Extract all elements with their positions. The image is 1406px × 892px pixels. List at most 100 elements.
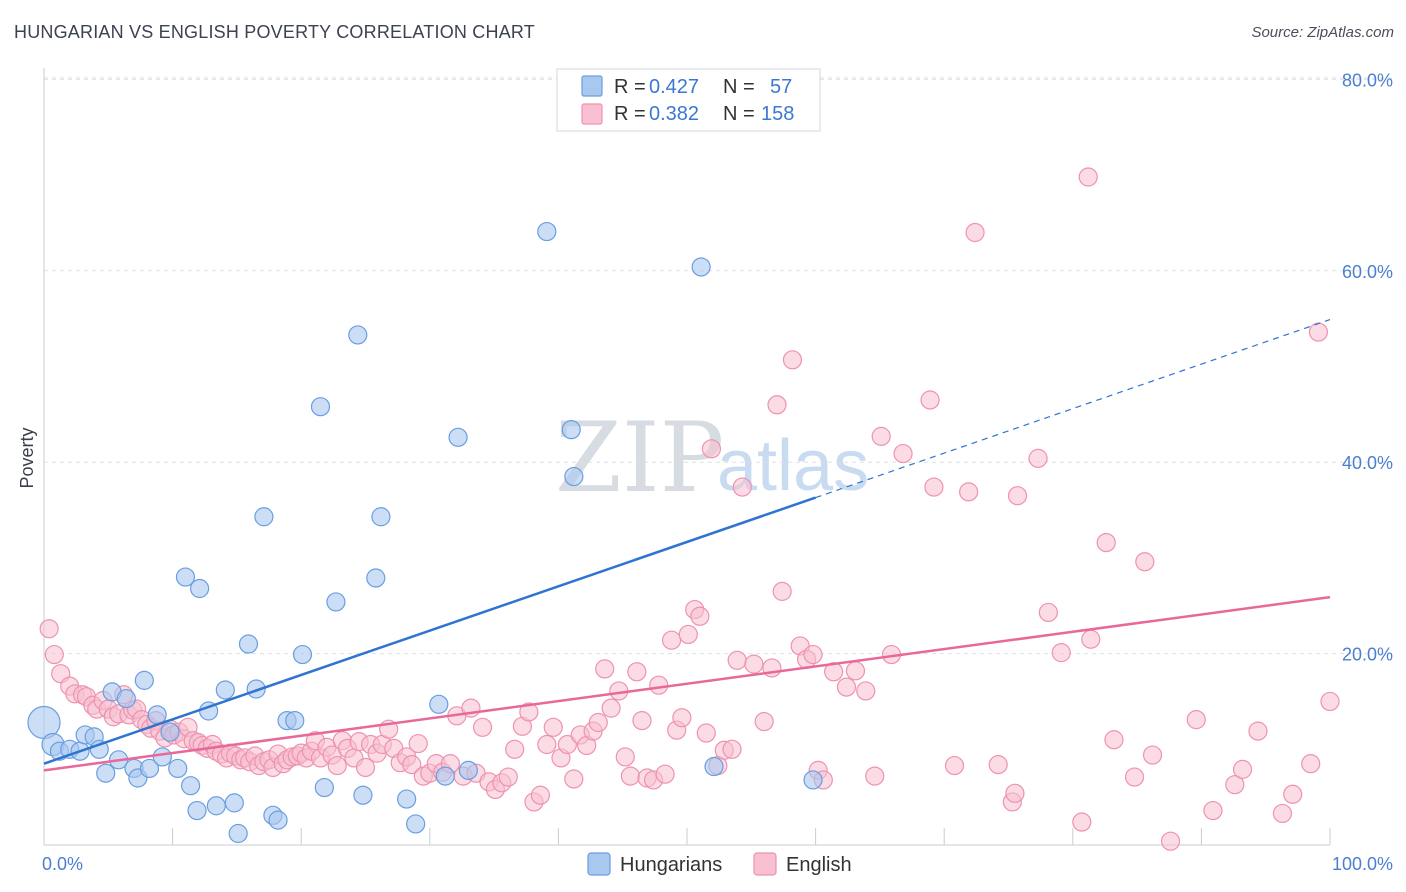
english-point-95 — [557, 734, 578, 755]
english-point-115 — [678, 624, 698, 645]
y-tick-label-2: 60.0% — [1342, 262, 1393, 282]
x-tick-label-1: 100.0% — [1332, 854, 1393, 874]
english-point-0 — [39, 619, 59, 639]
hungarian-point-48 — [448, 427, 468, 447]
hungarian-point-41 — [353, 785, 373, 805]
english-point-112 — [661, 630, 682, 650]
bottom-legend-hungarians-swatch — [587, 852, 611, 876]
hungarian-point-31 — [254, 507, 274, 527]
english-point-124 — [732, 477, 752, 497]
bottom-legend-hungarians-label: Hungarians — [620, 854, 722, 876]
hungarian-point-17 — [152, 747, 172, 767]
source-credit: Source: ZipAtlas.com — [1251, 24, 1394, 41]
english-point-166 — [1203, 800, 1223, 821]
english-point-96 — [564, 769, 584, 789]
english-point-165 — [1186, 710, 1206, 730]
english-point-164 — [1160, 831, 1181, 851]
english-point-137 — [836, 677, 857, 697]
hungarian-point-8 — [96, 763, 116, 783]
legend-hungarians-n-value: 57 — [770, 76, 792, 98]
hungarian-point-11 — [116, 688, 136, 709]
english-point-130 — [782, 350, 803, 370]
english-point-106 — [627, 662, 647, 682]
hungarian-point-42 — [366, 568, 386, 588]
english-point-93 — [543, 717, 563, 737]
hungarians-trend-extension — [815, 319, 1331, 499]
hungarian-point-37 — [310, 397, 331, 417]
english-point-147 — [959, 482, 979, 502]
hungarian-point-50 — [537, 221, 557, 242]
hungarian-point-23 — [190, 578, 210, 599]
hungarian-point-7 — [89, 739, 109, 759]
y-tick-label-1: 40.0% — [1342, 453, 1393, 473]
english-point-161 — [1124, 767, 1145, 787]
stats-legend: R = 0.427 N = 57 R = 0.382 N = 158 — [556, 68, 821, 132]
hungarian-point-26 — [215, 680, 235, 700]
hungarian-point-46 — [429, 694, 449, 714]
hungarian-point-14 — [134, 670, 154, 690]
english-point-156 — [1072, 812, 1092, 832]
english-point-162 — [1135, 552, 1155, 572]
hungarian-point-20 — [175, 567, 196, 587]
english-point-110 — [649, 675, 669, 695]
hungarian-point-54 — [704, 756, 724, 777]
hungarian-point-19 — [168, 758, 188, 779]
hungarian-point-28 — [228, 823, 248, 844]
english-point-148 — [965, 222, 985, 243]
hungarian-point-40 — [348, 325, 368, 345]
english-point-107 — [632, 710, 652, 731]
english-point-159 — [1096, 532, 1116, 553]
hungarian-point-55 — [803, 770, 823, 790]
english-point-125 — [744, 654, 764, 674]
hungarian-point-43 — [371, 507, 391, 527]
hungarian-point-15 — [139, 758, 160, 779]
hungarians-trend-line — [43, 496, 817, 765]
y-tick-label-3: 80.0% — [1342, 70, 1393, 90]
hungarian-point-36 — [292, 644, 313, 665]
english-point-58 — [327, 755, 347, 776]
english-point-1 — [44, 644, 64, 665]
chart-title: HUNGARIAN VS ENGLISH POVERTY CORRELATION… — [14, 22, 535, 42]
english-point-149 — [988, 755, 1008, 775]
hungarian-point-21 — [181, 776, 201, 796]
hungarian-point-29 — [238, 634, 259, 654]
hungarian-point-25 — [206, 796, 226, 816]
english-point-168 — [1232, 759, 1253, 779]
english-point-100 — [588, 712, 608, 733]
english-point-126 — [754, 711, 774, 732]
english-point-139 — [856, 681, 876, 701]
english-point-89 — [519, 702, 539, 722]
english-point-119 — [701, 439, 722, 459]
english-point-173 — [1272, 803, 1293, 824]
english-point-92 — [537, 734, 557, 755]
english-point-128 — [767, 395, 787, 415]
english-point-155 — [1051, 643, 1071, 663]
english-point-133 — [803, 644, 823, 665]
english-point-104 — [615, 747, 635, 767]
watermark-zip: ZIP — [555, 402, 724, 514]
english-point-170 — [1283, 784, 1303, 804]
english-point-146 — [944, 755, 965, 776]
english-point-87 — [505, 739, 525, 759]
series-legend: Hungarians English — [587, 852, 852, 876]
gridlines — [44, 77, 1392, 655]
legend-english-n-value: 158 — [761, 103, 794, 125]
hungarian-point-27 — [224, 793, 244, 813]
hungarian-point-49 — [458, 760, 478, 780]
hungarian-point-53 — [691, 257, 711, 277]
legend-english-swatch — [581, 103, 603, 125]
legend-english-r-label: R = — [614, 103, 646, 125]
english-point-160 — [1104, 730, 1124, 750]
hungarian-point-30 — [246, 679, 266, 699]
trend-lines — [43, 319, 1331, 772]
english-point-72 — [408, 733, 428, 754]
english-point-122 — [722, 739, 742, 759]
y-tick-label-0: 20.0% — [1342, 645, 1393, 665]
english-point-144 — [920, 390, 940, 410]
legend-english-r-value: 0.382 — [649, 103, 699, 125]
english-point-174 — [1301, 754, 1321, 774]
english-point-152 — [1007, 486, 1028, 506]
y-axis-label: Poverty — [17, 427, 37, 488]
y-tick-labels: 20.0% 40.0% 60.0% 80.0% — [1342, 70, 1393, 664]
